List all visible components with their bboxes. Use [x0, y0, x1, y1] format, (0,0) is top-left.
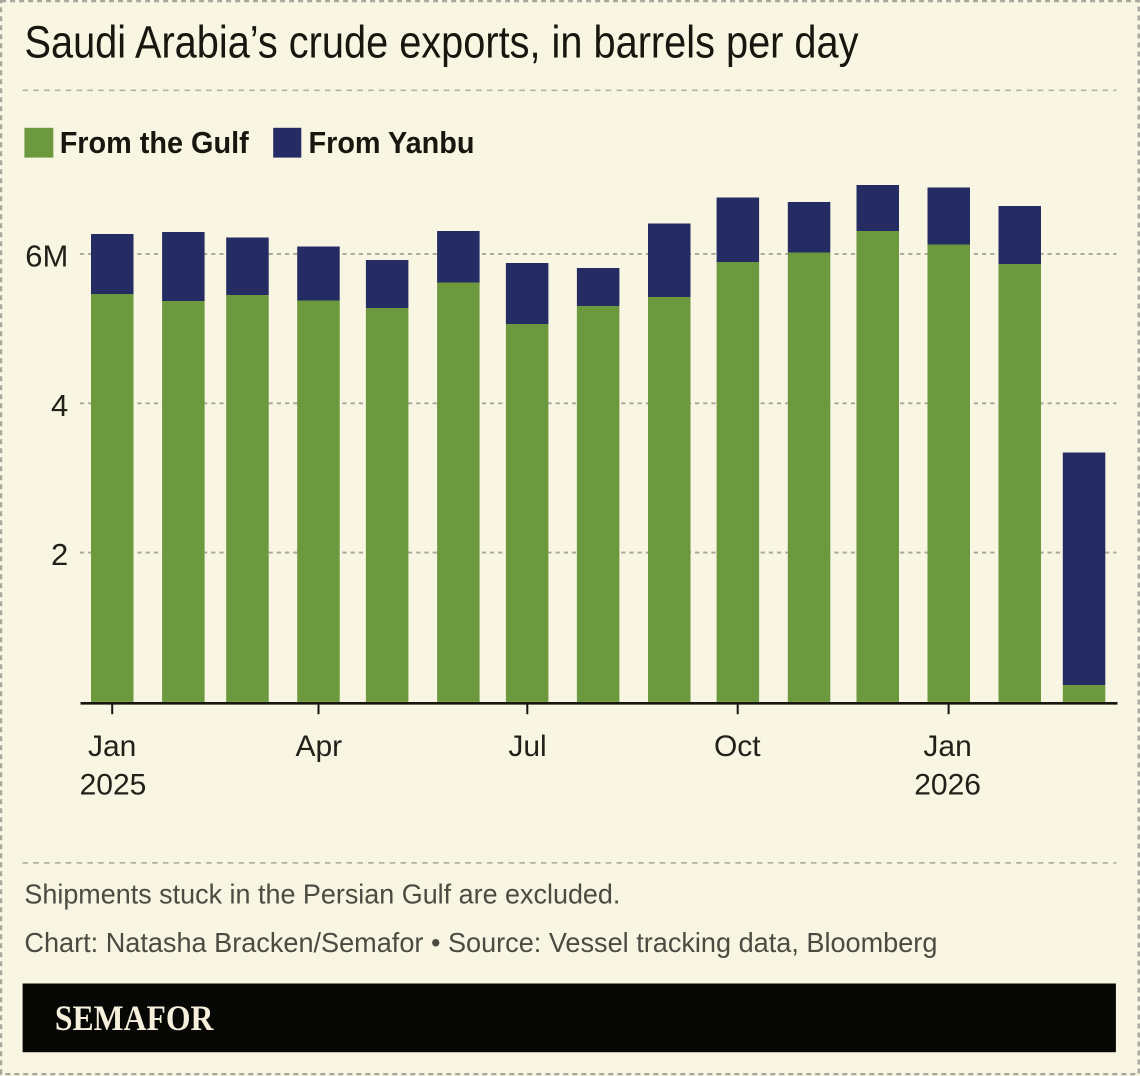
svg-text:From Yanbu: From Yanbu: [309, 126, 475, 160]
svg-text:Jan: Jan: [88, 730, 136, 763]
svg-text:SEMAFOR: SEMAFOR: [55, 998, 214, 1038]
svg-text:Oct: Oct: [714, 730, 761, 763]
svg-text:Chart: Natasha Bracken/Semafor: Chart: Natasha Bracken/Semafor • Source:…: [24, 927, 937, 958]
svg-text:2026: 2026: [914, 769, 981, 802]
svg-text:Jul: Jul: [508, 730, 546, 763]
svg-text:Jan: Jan: [923, 730, 971, 763]
svg-text:6M: 6M: [25, 238, 68, 273]
svg-text:4: 4: [51, 388, 68, 423]
svg-text:Shipments stuck in the Persian: Shipments stuck in the Persian Gulf are …: [24, 879, 620, 910]
svg-text:Apr: Apr: [295, 730, 342, 763]
svg-text:Saudi Arabia’s crude exports,: Saudi Arabia’s crude exports, in barrels…: [25, 17, 859, 68]
svg-text:2: 2: [51, 537, 68, 572]
svg-text:From the Gulf: From the Gulf: [60, 126, 250, 160]
svg-text:2025: 2025: [80, 769, 147, 802]
